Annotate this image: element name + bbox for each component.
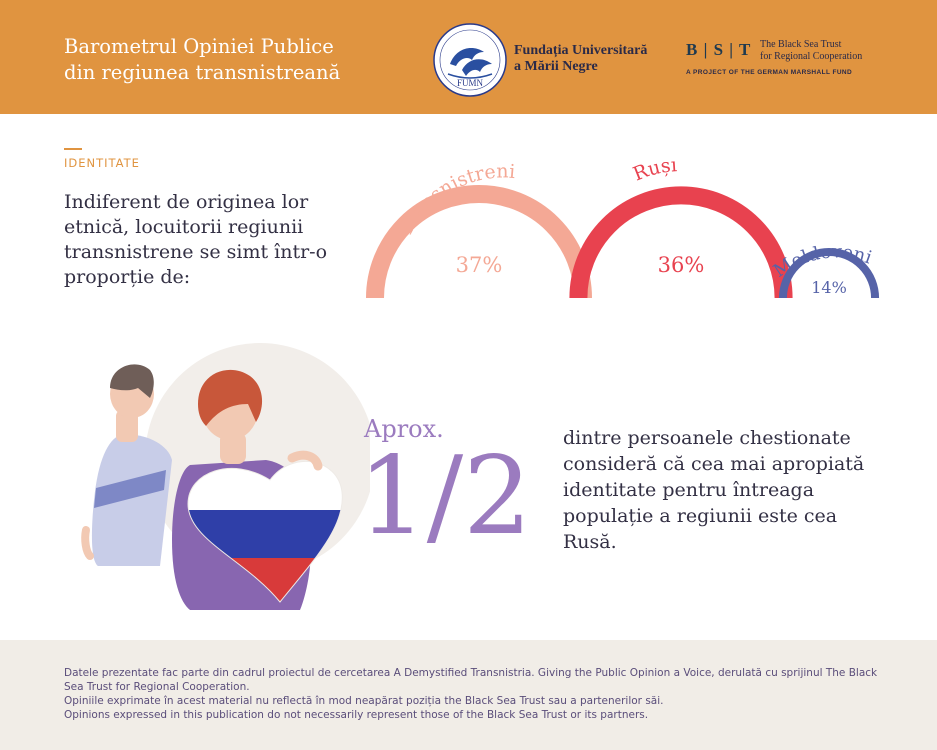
- footer-line-3: Opinions expressed in this publication d…: [64, 709, 649, 721]
- stat-value: 1/2: [358, 434, 532, 559]
- arc-value-moldoveni: 14%: [811, 278, 847, 297]
- footer-text: Datele prezentate fac parte din cadrul p…: [64, 666, 894, 722]
- section-rule: [64, 148, 82, 150]
- identity-arcs: Transnistreni Ruși Moldoveni 37% 36% 14%: [366, 160, 880, 299]
- intro-text: Indiferent de originea lor etnică, locui…: [64, 191, 328, 288]
- arc-value-transnistreni: 37%: [456, 253, 503, 277]
- title-line-2: din regiunea transnistreană: [64, 61, 341, 84]
- section-label: IDENTITATE: [64, 156, 140, 170]
- fumn-name-line-1: Fundația Universitară: [514, 43, 648, 58]
- bst-name-line-1: The Black Sea Trust: [760, 39, 842, 50]
- stat-description: dintre persoanele chestionate consideră …: [563, 427, 865, 553]
- woman-hand: [287, 450, 323, 471]
- title-line-1: Barometrul Opiniei Publice: [64, 35, 334, 58]
- bst-name: The Black Sea Trust for Regional Coopera…: [760, 39, 920, 63]
- bst-logo-letters: B | S | T: [686, 40, 752, 59]
- page-title: Barometrul Opiniei Publice din regiunea …: [64, 34, 394, 86]
- fumn-seal-text: FUMN: [457, 78, 484, 88]
- arc-value-rusi: 36%: [658, 253, 705, 277]
- fumn-name: Fundația Universitară a Mării Negre: [514, 43, 674, 75]
- arc-label-moldoveni: Moldoveni: [770, 242, 875, 282]
- man-figure: [81, 364, 172, 566]
- footer: Datele prezentate fac parte din cadrul p…: [0, 640, 937, 750]
- arc-transnistreni: [366, 185, 592, 299]
- fumn-name-line-2: a Mării Negre: [514, 59, 598, 74]
- arc-rusi: [569, 186, 793, 299]
- bst-tagline: A PROJECT OF THE GERMAN MARSHALL FUND: [686, 69, 853, 76]
- arc-label-rusi: Ruși: [630, 160, 678, 186]
- footer-line-2: Opiniile exprimate în acest material nu …: [64, 695, 664, 707]
- fumn-logo: FUMN: [433, 23, 507, 97]
- bst-name-line-2: for Regional Cooperation: [760, 51, 863, 62]
- footer-line-1: Datele prezentate fac parte din cadrul p…: [64, 667, 878, 693]
- illustration-people-heart: [81, 343, 370, 610]
- header-banner: Barometrul Opiniei Publice din regiunea …: [0, 0, 937, 114]
- arc-moldoveni: [778, 247, 880, 299]
- stat-prefix: Aprox.: [364, 415, 444, 443]
